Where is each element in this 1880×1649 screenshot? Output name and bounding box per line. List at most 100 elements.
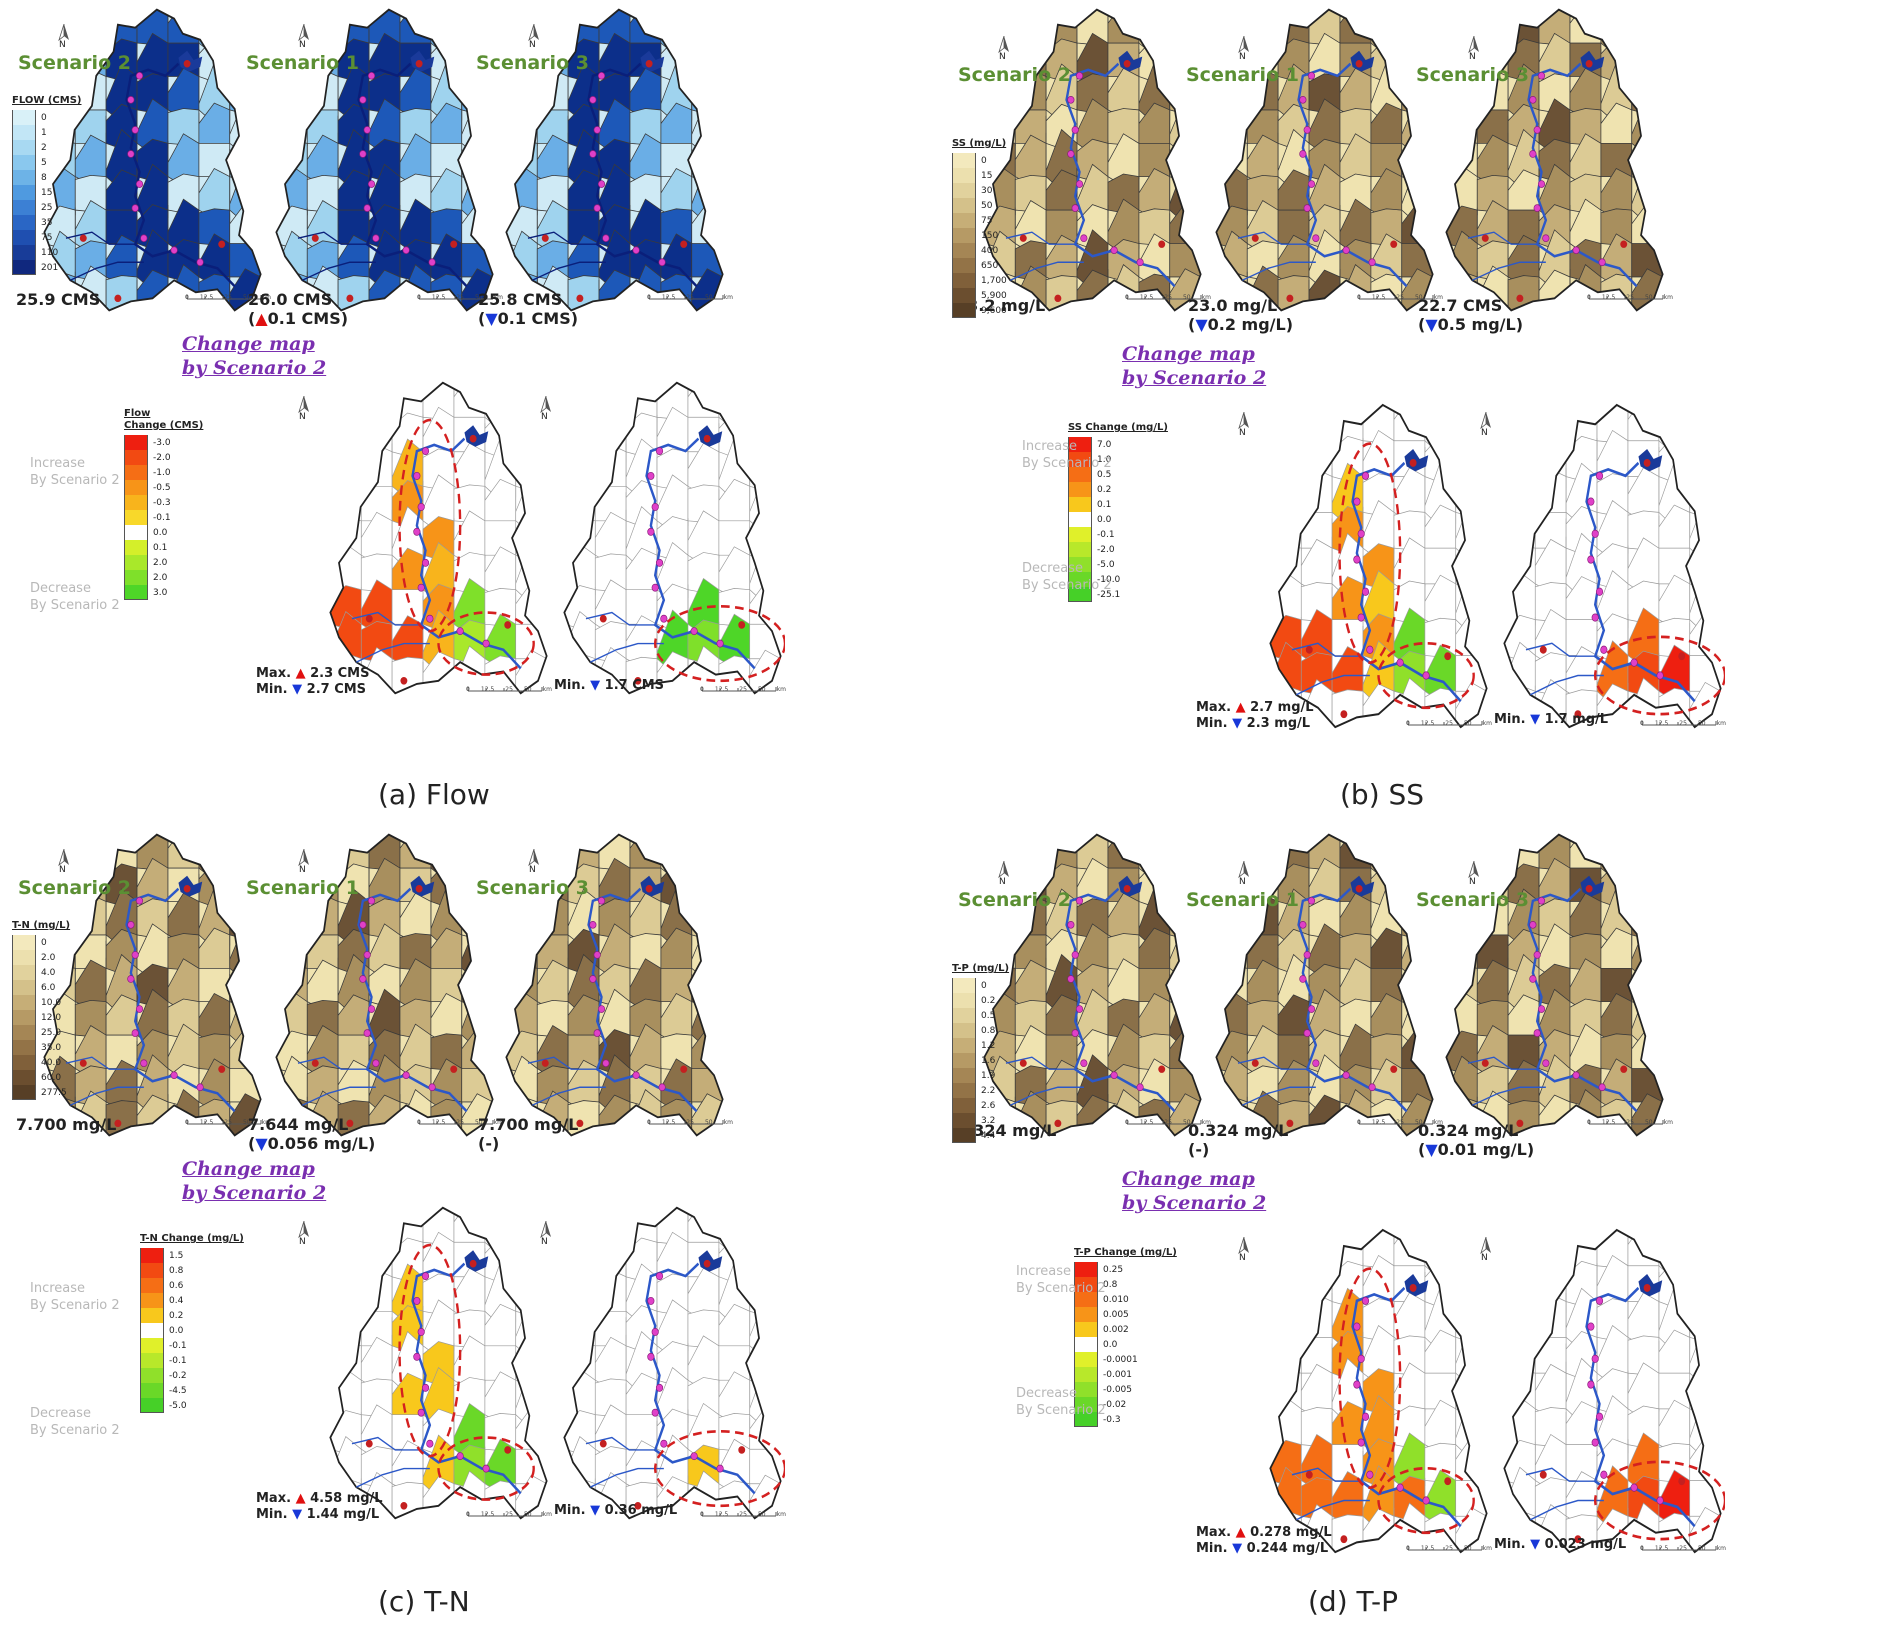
monitoring-point [363,951,371,959]
legend-swatch [952,1053,976,1068]
river [585,611,656,626]
monitoring-point [372,1059,380,1068]
dam-point [738,1446,746,1454]
scale-tick-label: 0 [185,294,189,301]
decrease-triangle-icon: ▼ [590,678,601,693]
legend-swatch [1068,452,1092,467]
north-arrow-glyph [1238,860,1249,879]
scale-unit: km [1663,294,1673,301]
value-legend: T-N (mg/L) 0 2.0 4.0 6.0 10.0 12.0 25.0 35.0 40.0… [12,920,70,1100]
monitoring-point [1303,951,1311,959]
legend-swatch [12,200,36,215]
legend-label: 0.8 [169,1265,184,1276]
monitoring-point [1368,1083,1376,1092]
monitoring-point [1598,1083,1606,1092]
value-legend: SS (mg/L) 0 15 30 50 75 150 400 650 1,700 5,900 9,6… [952,138,1007,318]
dam-point [680,1065,688,1073]
basin-outline [1445,833,1664,1137]
sub-basin [391,656,424,694]
max-min-readout: Min. ▼ 0.023 mg/L [1494,1537,1626,1553]
dam-point [645,60,653,68]
monitoring-point [402,1071,410,1080]
basin-outline [1503,403,1722,729]
increase-label-line: By Scenario 2 [30,473,120,488]
monitoring-point [127,921,135,929]
legend-row: 75 [952,213,1007,228]
dam-point [1390,240,1398,248]
dam-point [183,60,191,68]
increase-label-line: Increase [1016,1264,1072,1279]
scale-tick-label: 0 [1640,720,1644,727]
monitoring-point [359,975,367,983]
legend-row: 0.002 [1074,1322,1177,1337]
monitoring-point [716,639,724,648]
scale-bar-line [467,1512,543,1517]
monitoring-point [1071,951,1079,959]
increase-triangle-icon: ▲ [1235,1525,1246,1540]
value-legend: T-P (mg/L) 0 0.2 0.5 0.8 1.2 1.6 1.9 2.2 2.6 3.2 4.… [952,963,1009,1143]
scale-unit: km [776,1511,786,1518]
sub-basin [1504,431,1536,486]
monitoring-point [1312,234,1320,243]
dam-point [541,234,549,242]
legend-title: T-N (mg/L) [12,920,71,931]
legend-swatch [952,1068,976,1083]
dam-point [1158,240,1166,248]
highlight-ellipse [1377,1466,1475,1535]
change-map [1266,1225,1491,1557]
legend-swatch [124,465,148,480]
legend-label: 0.002 [1103,1324,1129,1335]
sub-basin [1169,162,1201,225]
legend-swatch [1068,497,1092,512]
scenario-map [980,830,1205,1140]
legend-label: 150 [981,230,999,241]
max-min-readout: Min. ▼ 1.7 mg/L [1494,712,1608,728]
monitoring-point [597,1005,606,1013]
monitoring-point [417,583,425,592]
legend-row: 2.2 [952,1083,1009,1098]
scenario-value: 0.324 mg/L (-) [1188,1121,1288,1159]
dam-point [79,234,87,242]
sub-basin [229,9,261,47]
river [590,1467,664,1488]
legend-label: 30 [981,185,993,196]
north-arrow-icon: N [1476,411,1496,442]
legend-label: 1.5 [169,1250,184,1261]
river [1472,261,1546,281]
min-readout: Min. ▼ 0.36 mg/L [554,1503,678,1518]
scale-bar: 0 12.5 25 50 km [647,286,733,302]
monitoring-point [1303,1029,1311,1037]
scale-tick-label: 25 [1396,1119,1404,1126]
scale-tick-label: 50 [1182,1119,1191,1126]
legend-row: 1.6 [952,1053,1009,1068]
legend-swatch [124,570,148,585]
dam-point [1516,1119,1524,1128]
decrease-label-line: By Scenario 2 [1022,578,1112,593]
legend-label: -25.1 [1097,589,1121,600]
dam-point [1054,1119,1062,1128]
north-arrow-icon: N [524,23,544,54]
legend-label: -0.1 [169,1355,187,1366]
dam-point [346,1119,354,1128]
scale-tick-label: 0 [466,686,470,693]
increase-label: Increase By Scenario 2 [1022,438,1112,472]
legend-swatch [12,1055,36,1070]
change-legend: SS Change (mg/L) 7.0 1.0 0.5 0.2 0.1 0.0 -0.1 -2… [1068,422,1168,602]
river [351,611,422,626]
max-min-readout: Max. ▲ 4.58 mg/L Min. ▼ 1.44 mg/L [256,1491,383,1523]
scenario-value: 22.7 CMS (▼0.5 mg/L) [1418,296,1523,334]
river [1242,261,1316,281]
scale-bar: 0 12.5 25 50 km [1357,286,1443,302]
monitoring-point [651,503,659,511]
legend-label: 0.8 [981,1025,996,1036]
legend-swatch [12,140,36,155]
sub-basin [1689,404,1721,445]
legend-row: -0.1 [140,1338,244,1353]
legend-swatch [952,273,976,288]
monitoring-point [1357,1438,1365,1447]
monitoring-point [363,1029,371,1037]
legend-swatch [1068,512,1092,527]
monitoring-point [1537,71,1546,80]
scale-tick-label: 50 [1697,1545,1706,1552]
reservoir [698,1250,723,1272]
